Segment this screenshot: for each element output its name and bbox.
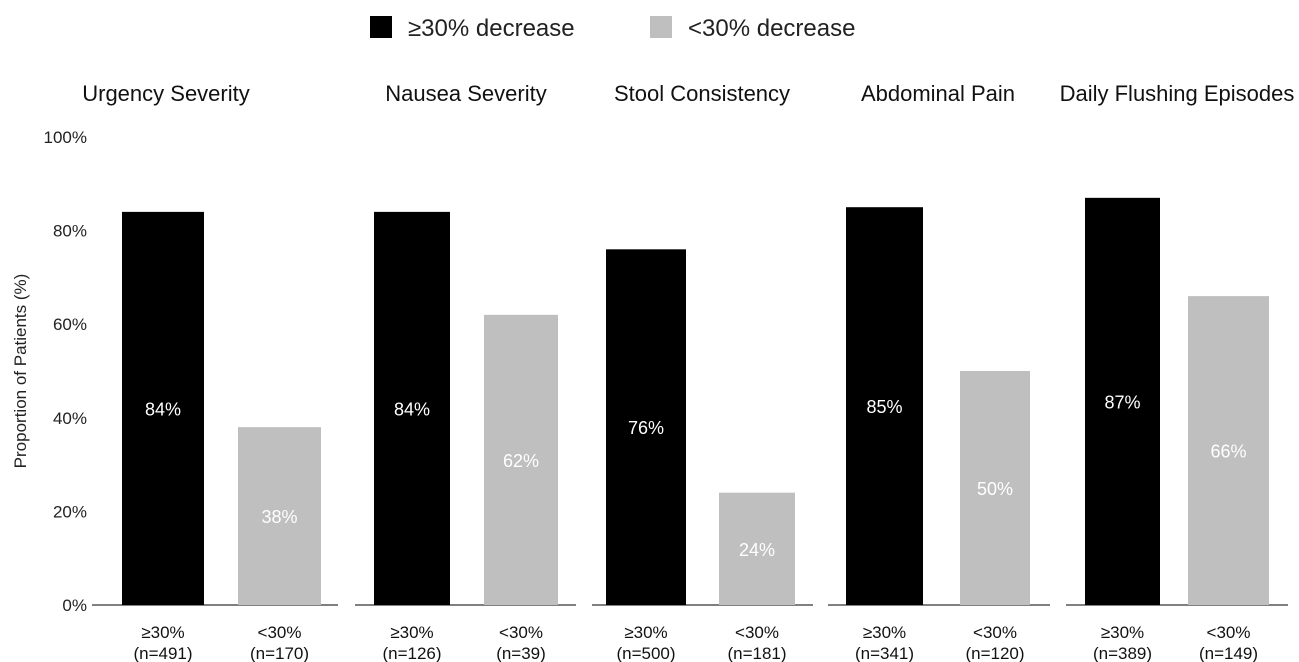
panel-title: Daily Flushing Episodes: [1060, 81, 1295, 106]
bar: [606, 249, 686, 605]
x-tick-label: ≥30%: [390, 623, 433, 642]
x-tick-label: ≥30%: [1101, 623, 1144, 642]
panel: Nausea Severity 84% ≥30% (n=126) 62% <30% (n=3…: [355, 81, 576, 662]
bar-value-label: 62%: [503, 451, 539, 471]
x-tick-label: ≥30%: [141, 623, 184, 642]
legend-label: ≥30% decrease: [408, 15, 575, 42]
x-tick-sample-size: (n=389): [1093, 644, 1152, 662]
panel-title: Abdominal Pain: [861, 81, 1015, 106]
x-tick-sample-size: (n=341): [855, 644, 914, 662]
x-tick-label: <30%: [258, 623, 302, 642]
panel: Stool Consistency 76% ≥30% (n=500) 24% <30% (n…: [592, 81, 813, 662]
bar: [1085, 197, 1160, 605]
x-tick-sample-size: (n=491): [133, 644, 192, 662]
bar-value-label: 84%: [145, 399, 181, 419]
legend: ≥30% decrease <30% decrease: [370, 15, 855, 42]
y-axis-label: Proportion of Patients (%): [11, 274, 30, 469]
bar: [374, 211, 450, 605]
bar-value-label: 76%: [628, 418, 664, 438]
x-tick-sample-size: (n=500): [616, 644, 675, 662]
bar-value-label: 85%: [866, 397, 902, 417]
x-tick-sample-size: (n=181): [727, 644, 786, 662]
bar-value-label: 66%: [1210, 442, 1246, 462]
bar-value-label: 24%: [739, 540, 775, 560]
y-tick-label: 100%: [44, 128, 87, 147]
legend-swatch: [370, 16, 392, 38]
x-tick-sample-size: (n=39): [496, 644, 546, 662]
bar: [484, 314, 558, 605]
bar-value-label: 50%: [977, 479, 1013, 499]
x-tick-label: ≥30%: [863, 623, 906, 642]
bar: [1188, 296, 1269, 605]
bar-value-label: 87%: [1104, 392, 1140, 412]
panel-title: Nausea Severity: [385, 81, 546, 106]
bar: [960, 371, 1030, 605]
y-tick-label: 40%: [53, 409, 87, 428]
chart-panels: Urgency Severity 84% ≥30% (n=491) 38% <30% (n=…: [82, 81, 1294, 662]
x-tick-label: <30%: [973, 623, 1017, 642]
y-axis-ticks: 0% 20% 40% 60% 80% 100%: [44, 128, 87, 615]
bar: [846, 207, 923, 605]
x-tick-sample-size: (n=126): [382, 644, 441, 662]
panel: Abdominal Pain 85% ≥30% (n=341) 50% <30% (n=12…: [828, 81, 1050, 662]
x-tick-label: <30%: [735, 623, 779, 642]
bar-value-label: 84%: [394, 399, 430, 419]
panel: Urgency Severity 84% ≥30% (n=491) 38% <30% (n=…: [82, 81, 338, 662]
x-tick-label: <30%: [1207, 623, 1251, 642]
x-tick-sample-size: (n=120): [965, 644, 1024, 662]
bar: [122, 211, 204, 605]
panel-title: Urgency Severity: [82, 81, 250, 106]
x-tick-label: <30%: [499, 623, 543, 642]
bar: [719, 492, 795, 605]
panel: Daily Flushing Episodes 87% ≥30% (n=389) 66%…: [1060, 81, 1295, 662]
x-tick-label: ≥30%: [624, 623, 667, 642]
legend-swatch: [650, 16, 672, 38]
y-tick-label: 60%: [53, 315, 87, 334]
x-tick-sample-size: (n=149): [1199, 644, 1258, 662]
x-tick-sample-size: (n=170): [250, 644, 309, 662]
bar-value-label: 38%: [261, 507, 297, 527]
panel-title: Stool Consistency: [614, 81, 790, 106]
y-tick-label: 20%: [53, 502, 87, 521]
y-tick-label: 80%: [53, 222, 87, 241]
bar: [238, 427, 321, 605]
y-tick-label: 0%: [62, 596, 87, 615]
legend-label: <30% decrease: [688, 15, 855, 42]
